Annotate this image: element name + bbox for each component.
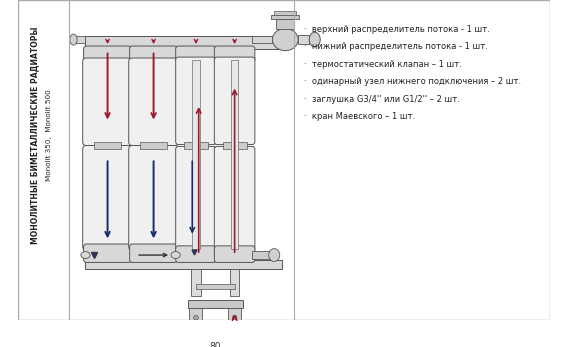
Ellipse shape bbox=[272, 28, 298, 51]
FancyBboxPatch shape bbox=[214, 46, 255, 62]
Bar bbox=[73, 36, 84, 43]
Text: ·  нижний распределитель потока - 1 шт.: · нижний распределитель потока - 1 шт. bbox=[303, 42, 488, 51]
FancyBboxPatch shape bbox=[176, 146, 216, 251]
Text: ·  термостатический клапан – 1 шт.: · термостатический клапан – 1 шт. bbox=[303, 60, 462, 69]
Text: ·  одинарный узел нижнего подключения – 2 шт.: · одинарный узел нижнего подключения – 2… bbox=[303, 77, 521, 86]
FancyBboxPatch shape bbox=[84, 244, 131, 262]
Text: Monolit 350,  Monolit 500: Monolit 350, Monolit 500 bbox=[46, 90, 51, 181]
Bar bbox=[231, 60, 238, 248]
Bar bbox=[252, 36, 272, 43]
Bar bbox=[298, 35, 309, 44]
Ellipse shape bbox=[194, 315, 198, 320]
FancyBboxPatch shape bbox=[176, 57, 216, 145]
Ellipse shape bbox=[228, 321, 241, 327]
Text: 80: 80 bbox=[210, 341, 221, 347]
FancyBboxPatch shape bbox=[129, 46, 177, 65]
Bar bbox=[272, 15, 299, 19]
Ellipse shape bbox=[171, 252, 180, 259]
Bar bbox=[140, 142, 168, 149]
Bar bbox=[84, 260, 283, 269]
Bar bbox=[230, 269, 239, 296]
Bar bbox=[274, 11, 297, 15]
Text: ·  кран Маевского – 1 шт.: · кран Маевского – 1 шт. bbox=[303, 112, 415, 121]
FancyBboxPatch shape bbox=[176, 46, 216, 62]
Bar bbox=[190, 307, 202, 324]
Bar bbox=[191, 269, 201, 296]
Bar bbox=[276, 19, 294, 28]
Text: ·  заглушка G3/4'' или G1/2'' – 2 шт.: · заглушка G3/4'' или G1/2'' – 2 шт. bbox=[303, 95, 460, 104]
Bar bbox=[84, 36, 283, 49]
Bar bbox=[196, 283, 235, 289]
FancyBboxPatch shape bbox=[214, 246, 255, 262]
Bar bbox=[192, 60, 199, 248]
FancyBboxPatch shape bbox=[129, 244, 177, 262]
FancyBboxPatch shape bbox=[129, 145, 179, 251]
FancyBboxPatch shape bbox=[83, 58, 132, 145]
Bar bbox=[228, 307, 241, 324]
FancyBboxPatch shape bbox=[83, 145, 132, 251]
Ellipse shape bbox=[81, 252, 90, 259]
Ellipse shape bbox=[269, 248, 280, 262]
Bar bbox=[94, 142, 121, 149]
Ellipse shape bbox=[190, 321, 202, 327]
FancyBboxPatch shape bbox=[176, 246, 216, 262]
FancyBboxPatch shape bbox=[84, 46, 131, 65]
Text: ·  верхний распределитель потока - 1 шт.: · верхний распределитель потока - 1 шт. bbox=[303, 25, 490, 34]
Bar bbox=[252, 251, 269, 259]
FancyBboxPatch shape bbox=[129, 58, 179, 145]
Bar bbox=[184, 142, 208, 149]
FancyBboxPatch shape bbox=[214, 57, 255, 145]
FancyBboxPatch shape bbox=[214, 146, 255, 251]
Bar bbox=[188, 300, 243, 307]
Ellipse shape bbox=[70, 34, 77, 45]
Bar bbox=[223, 142, 247, 149]
Text: МОНОЛИТНЫЕ БИМЕТАЛЛИЧЕСКИЕ РАДИАТОРЫ: МОНОЛИТНЫЕ БИМЕТАЛЛИЧЕСКИЕ РАДИАТОРЫ bbox=[30, 27, 39, 244]
Ellipse shape bbox=[309, 32, 320, 47]
Ellipse shape bbox=[232, 315, 237, 320]
